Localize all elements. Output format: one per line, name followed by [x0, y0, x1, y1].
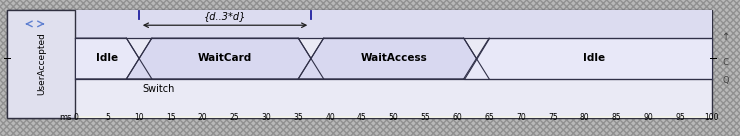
Text: 35: 35 — [293, 113, 303, 122]
Text: Idle: Idle — [583, 53, 605, 64]
Text: Idle: Idle — [96, 53, 118, 64]
Text: ↑: ↑ — [722, 32, 730, 42]
Text: 70: 70 — [516, 113, 526, 122]
Text: 30: 30 — [261, 113, 272, 122]
Text: 25: 25 — [229, 113, 240, 122]
Polygon shape — [75, 38, 152, 79]
Bar — [0, 0, 740, 10]
Text: Ↄ: Ↄ — [723, 54, 729, 63]
Bar — [7, 10, 75, 118]
Bar — [391, 118, 397, 119]
Text: {d..3*d}: {d..3*d} — [204, 11, 246, 21]
Text: 50: 50 — [388, 113, 399, 122]
Bar — [0, 118, 740, 136]
Text: 55: 55 — [420, 113, 431, 122]
Text: Switch: Switch — [143, 84, 175, 94]
Text: 40: 40 — [325, 113, 335, 122]
Text: 75: 75 — [548, 113, 558, 122]
Bar — [7, 10, 712, 118]
Polygon shape — [127, 38, 323, 79]
Text: 20: 20 — [198, 113, 208, 122]
Bar — [0, 10, 7, 118]
Polygon shape — [298, 38, 489, 79]
Text: 10: 10 — [134, 113, 144, 122]
Text: 60: 60 — [452, 113, 462, 122]
Text: 85: 85 — [611, 113, 622, 122]
Text: Q: Q — [723, 76, 729, 85]
Text: 100: 100 — [704, 113, 719, 122]
Bar — [4, 58, 11, 59]
Text: WaitCard: WaitCard — [198, 53, 252, 64]
Text: 45: 45 — [357, 113, 367, 122]
Polygon shape — [464, 38, 712, 79]
Text: 90: 90 — [643, 113, 653, 122]
Text: 15: 15 — [166, 113, 176, 122]
Text: WaitAccess: WaitAccess — [360, 53, 427, 64]
Text: UserAccepted: UserAccepted — [37, 33, 46, 95]
Text: 5: 5 — [105, 113, 110, 122]
Bar — [75, 116, 712, 118]
Text: ms: ms — [59, 113, 72, 122]
Text: 65: 65 — [484, 113, 494, 122]
Text: 0: 0 — [73, 113, 78, 122]
Bar — [75, 10, 712, 38]
Bar — [710, 58, 717, 59]
Bar — [712, 10, 740, 118]
Text: 80: 80 — [579, 113, 590, 122]
Text: 95: 95 — [675, 113, 685, 122]
